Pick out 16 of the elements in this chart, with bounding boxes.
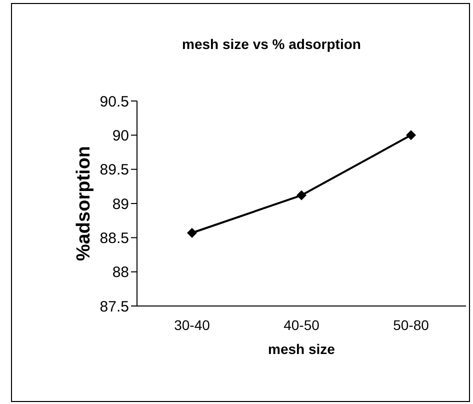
x-tick-label: 40-50 (284, 316, 320, 333)
point (296, 190, 306, 200)
y-tick-label: 90 (112, 127, 129, 144)
x-tick-label: 50-80 (393, 316, 430, 333)
point (406, 130, 416, 140)
y-tick-label: 89 (112, 196, 129, 213)
chart-title: mesh size vs % adsorption (181, 36, 362, 52)
x-axis-title: mesh size (268, 341, 336, 357)
y-tick-label: 88 (112, 264, 129, 282)
x-tick-label: 30-40 (174, 316, 210, 333)
y-tick-label: 90.5 (100, 93, 129, 110)
y-tick-label: 88.5 (100, 230, 129, 247)
point (187, 228, 197, 238)
y-tick-label: 87.5 (100, 298, 129, 316)
y-axis-title: %adsorption (74, 146, 95, 262)
y-tick-label: 89.5 (100, 162, 129, 179)
